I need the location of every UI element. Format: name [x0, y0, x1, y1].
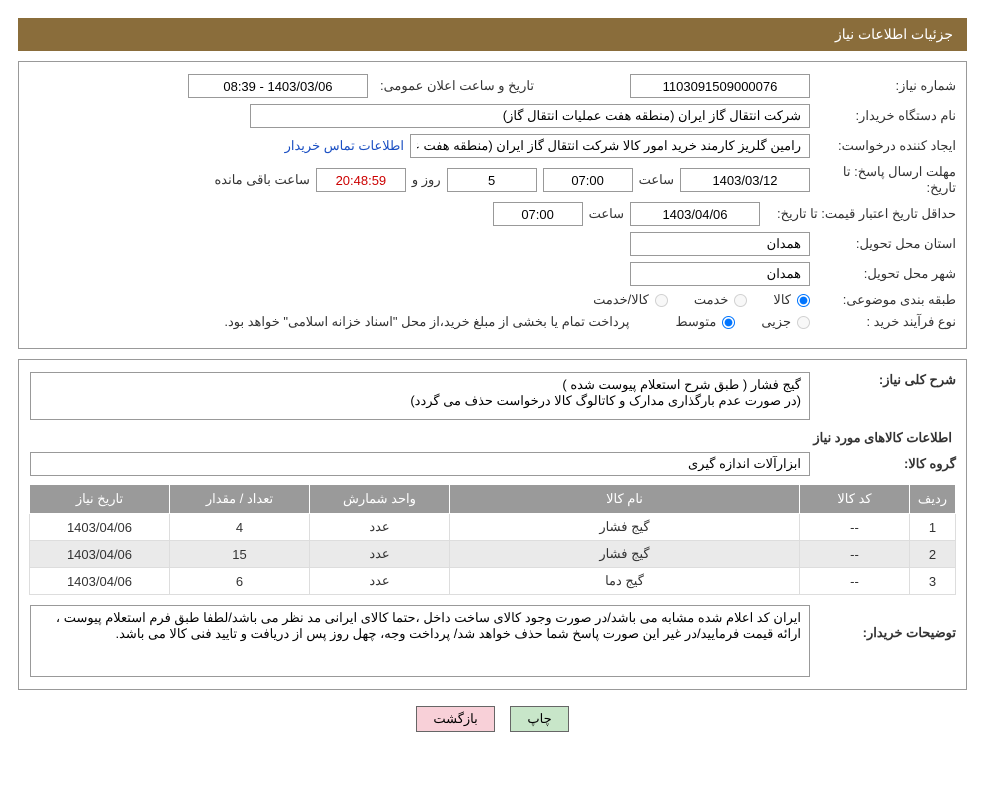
goods-tbody: 1 -- گیج فشار عدد 4 1403/04/06 2 -- گیج … [30, 514, 956, 595]
pt-partial-radio[interactable] [797, 316, 810, 329]
delivery-city-label: شهر محل تحویل: [816, 266, 956, 282]
buyer-label: نام دستگاه خریدار: [816, 108, 956, 124]
table-header-row: ردیف کد کالا نام کالا واحد شمارش تعداد /… [30, 485, 956, 514]
contact-buyer-link[interactable]: اطلاعات تماس خریدار [285, 138, 404, 154]
row-category: طبقه بندی موضوعی: کالا خدمت کالا/خدمت [29, 292, 956, 308]
cat-both-radio[interactable] [655, 294, 668, 307]
cell-qty: 15 [170, 541, 310, 568]
countdown-input [316, 168, 406, 192]
cell-date: 1403/04/06 [30, 541, 170, 568]
delivery-prov-input[interactable] [630, 232, 810, 256]
row-buyer-desc: توضیحات خریدار: [29, 605, 956, 677]
row-deadline: مهلت ارسال پاسخ: تا تاریخ: ساعت روز و سا… [29, 164, 956, 196]
requester-input[interactable] [410, 134, 810, 158]
row-delivery-city: شهر محل تحویل: [29, 262, 956, 286]
announce-input[interactable] [188, 74, 368, 98]
requester-label: ایجاد کننده درخواست: [816, 138, 956, 154]
deadline-time-input[interactable] [543, 168, 633, 192]
goods-table: ردیف کد کالا نام کالا واحد شمارش تعداد /… [29, 484, 956, 595]
details-box: شماره نیاز: تاریخ و ساعت اعلان عمومی: نا… [18, 61, 967, 349]
purchase-type-label: نوع فرآیند خرید : [816, 314, 956, 330]
days-input[interactable] [447, 168, 537, 192]
group-input[interactable] [30, 452, 810, 476]
th-name: نام کالا [450, 485, 800, 514]
price-valid-label: حداقل تاریخ اعتبار قیمت: تا تاریخ: [766, 206, 956, 222]
cell-idx: 2 [910, 541, 956, 568]
goods-section-title: اطلاعات کالاهای مورد نیاز [29, 430, 952, 446]
pt-medium-radio[interactable] [722, 316, 735, 329]
cell-qty: 6 [170, 568, 310, 595]
row-price-valid: حداقل تاریخ اعتبار قیمت: تا تاریخ: ساعت [29, 202, 956, 226]
days-and-label: روز و [412, 172, 441, 188]
pt-partial-label: جزیی [761, 314, 791, 330]
cell-idx: 3 [910, 568, 956, 595]
pt-medium-label: متوسط [675, 314, 716, 330]
cell-unit: عدد [310, 541, 450, 568]
goods-box: شرح کلی نیاز: اطلاعات کالاهای مورد نیاز … [18, 359, 967, 690]
need-no-input[interactable] [630, 74, 810, 98]
table-row: 2 -- گیج فشار عدد 15 1403/04/06 [30, 541, 956, 568]
deadline-date-input[interactable] [680, 168, 810, 192]
cell-qty: 4 [170, 514, 310, 541]
th-idx: ردیف [910, 485, 956, 514]
need-no-label: شماره نیاز: [816, 78, 956, 94]
page-title: جزئیات اطلاعات نیاز [835, 26, 953, 42]
cell-name: گیج فشار [450, 541, 800, 568]
table-row: 1 -- گیج فشار عدد 4 1403/04/06 [30, 514, 956, 541]
row-desc: شرح کلی نیاز: [29, 372, 956, 420]
cat-service-label: خدمت [694, 292, 729, 308]
cell-unit: عدد [310, 568, 450, 595]
th-date: تاریخ نیاز [30, 485, 170, 514]
deadline-label: مهلت ارسال پاسخ: تا تاریخ: [816, 164, 956, 196]
row-group: گروه کالا: [29, 452, 956, 476]
row-purchase-type: نوع فرآیند خرید : جزیی متوسط پرداخت تمام… [29, 314, 956, 330]
page-header: جزئیات اطلاعات نیاز [18, 18, 967, 51]
button-row: چاپ بازگشت [0, 706, 985, 732]
row-delivery-prov: استان محل تحویل: [29, 232, 956, 256]
buyer-input[interactable] [250, 104, 810, 128]
buyer-desc-label: توضیحات خریدار: [816, 605, 956, 641]
row-buyer: نام دستگاه خریدار: [29, 104, 956, 128]
print-button[interactable]: چاپ [510, 706, 568, 732]
cell-date: 1403/04/06 [30, 568, 170, 595]
th-unit: واحد شمارش [310, 485, 450, 514]
cat-goods-radio[interactable] [797, 294, 810, 307]
delivery-city-input[interactable] [630, 262, 810, 286]
row-requester: ایجاد کننده درخواست: اطلاعات تماس خریدار [29, 134, 956, 158]
cell-code: -- [800, 514, 910, 541]
table-row: 3 -- گیج دما عدد 6 1403/04/06 [30, 568, 956, 595]
cat-goods-label: کالا [773, 292, 791, 308]
category-label: طبقه بندی موضوعی: [816, 292, 956, 308]
delivery-prov-label: استان محل تحویل: [816, 236, 956, 252]
announce-label: تاریخ و ساعت اعلان عمومی: [380, 78, 534, 94]
desc-label: شرح کلی نیاز: [816, 372, 956, 388]
time-label-2: ساعت [589, 206, 624, 222]
row-need-no: شماره نیاز: تاریخ و ساعت اعلان عمومی: [29, 74, 956, 98]
cell-code: -- [800, 541, 910, 568]
back-button[interactable]: بازگشت [416, 706, 494, 732]
cell-code: -- [800, 568, 910, 595]
th-code: کد کالا [800, 485, 910, 514]
payment-note: پرداخت تمام یا بخشی از مبلغ خرید،از محل … [224, 314, 629, 330]
cat-both-label: کالا/خدمت [593, 292, 649, 308]
cell-date: 1403/04/06 [30, 514, 170, 541]
price-valid-time-input[interactable] [493, 202, 583, 226]
time-label-1: ساعت [639, 172, 674, 188]
cell-unit: عدد [310, 514, 450, 541]
th-qty: تعداد / مقدار [170, 485, 310, 514]
cell-name: گیج فشار [450, 514, 800, 541]
cell-idx: 1 [910, 514, 956, 541]
remaining-label: ساعت باقی مانده [214, 172, 309, 188]
desc-textarea[interactable] [30, 372, 810, 420]
buyer-desc-textarea[interactable] [30, 605, 810, 677]
price-valid-date-input[interactable] [630, 202, 760, 226]
cell-name: گیج دما [450, 568, 800, 595]
group-label: گروه کالا: [816, 456, 956, 472]
cat-service-radio[interactable] [734, 294, 747, 307]
